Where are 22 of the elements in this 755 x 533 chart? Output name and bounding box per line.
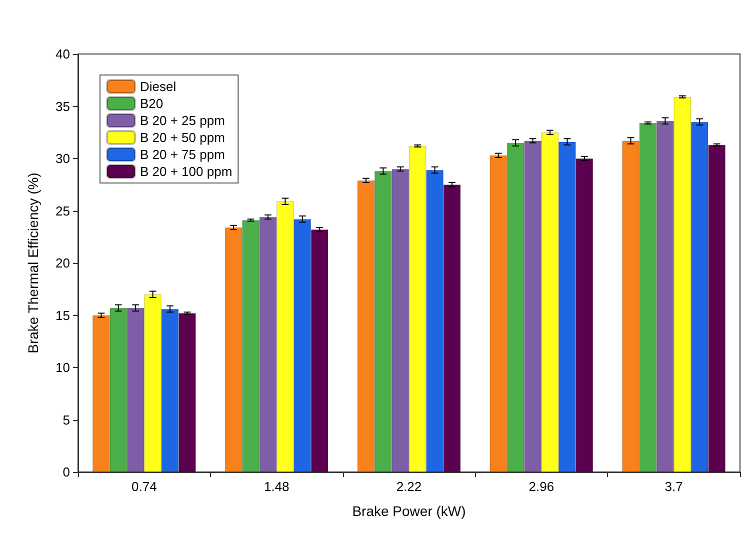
y-tick-label: 40 xyxy=(56,46,70,62)
y-tick-label: 30 xyxy=(56,151,70,166)
legend-label: B 20 + 75 ppm xyxy=(140,147,225,162)
y-tick-label: 10 xyxy=(56,360,70,375)
legend-label: B 20 + 25 ppm xyxy=(140,113,225,128)
x-axis-title: Brake Power (kW) xyxy=(352,503,466,519)
y-tick-label: 5 xyxy=(62,412,70,428)
y-tick-label: 15 xyxy=(56,308,70,323)
y-axis-title: Brake Thermal Efficiency (%) xyxy=(25,172,41,354)
x-tick-label: 1.48 xyxy=(264,479,290,494)
x-tick-label: 2.96 xyxy=(528,479,554,494)
y-tick-label: 0 xyxy=(62,464,70,480)
x-tick-label: 3.7 xyxy=(664,479,683,494)
legend-label: B20 xyxy=(140,96,164,111)
y-tick-label: 25 xyxy=(56,203,70,218)
y-tick-label: 35 xyxy=(56,98,70,114)
legend-label: B 20 + 50 ppm xyxy=(140,130,225,145)
legend-label: B 20 + 100 ppm xyxy=(140,164,232,179)
x-tick-label: 0.74 xyxy=(132,479,157,494)
y-tick-label: 20 xyxy=(56,256,70,270)
legend-label: Diesel xyxy=(140,79,176,94)
x-tick-label: 2.22 xyxy=(396,479,422,494)
